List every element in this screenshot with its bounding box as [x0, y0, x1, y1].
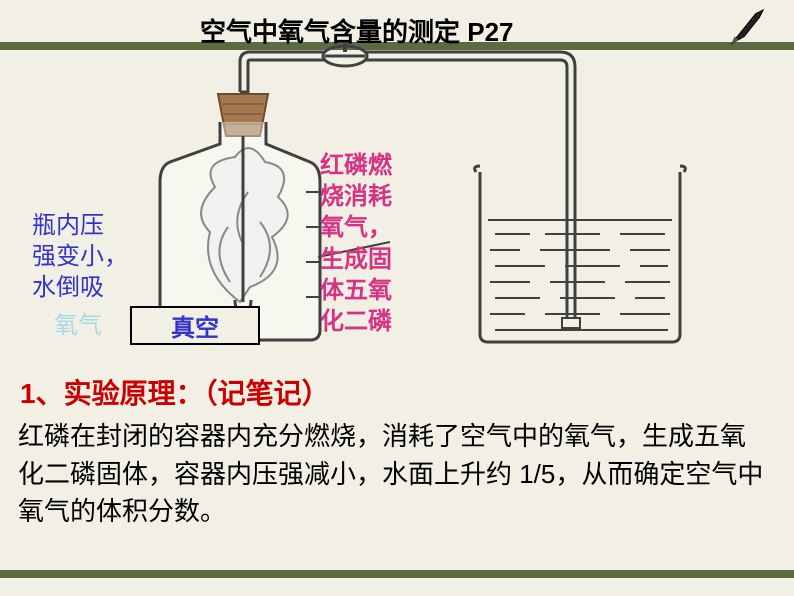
principle-body-text: 红磷在封闭的容器内充分燃烧，消耗了空气中的氧气，生成五氧化二磷固体，容器内压强减…	[18, 418, 764, 531]
label-red-phosphorus: 红磷燃 烧消耗 氧气， 生成固 体五氧 化二磷	[320, 150, 420, 337]
label-vacuum: 真空	[130, 306, 260, 345]
stopcock	[323, 42, 367, 66]
collecting-bottle	[160, 94, 320, 340]
bottom-accent-bar	[0, 570, 794, 578]
heading-note: （记笔记）	[204, 378, 330, 409]
section-heading: 1、实验原理：（记笔记）	[20, 372, 330, 412]
label-oxygen: 氧气	[54, 305, 102, 340]
water-beaker	[475, 166, 686, 342]
heading-number: 1、	[20, 378, 64, 409]
pen-icon	[728, 8, 768, 46]
heading-title: 实验原理：	[64, 378, 204, 409]
label-pressure-drop: 瓶内压 强变小， 水倒吸	[32, 210, 128, 304]
